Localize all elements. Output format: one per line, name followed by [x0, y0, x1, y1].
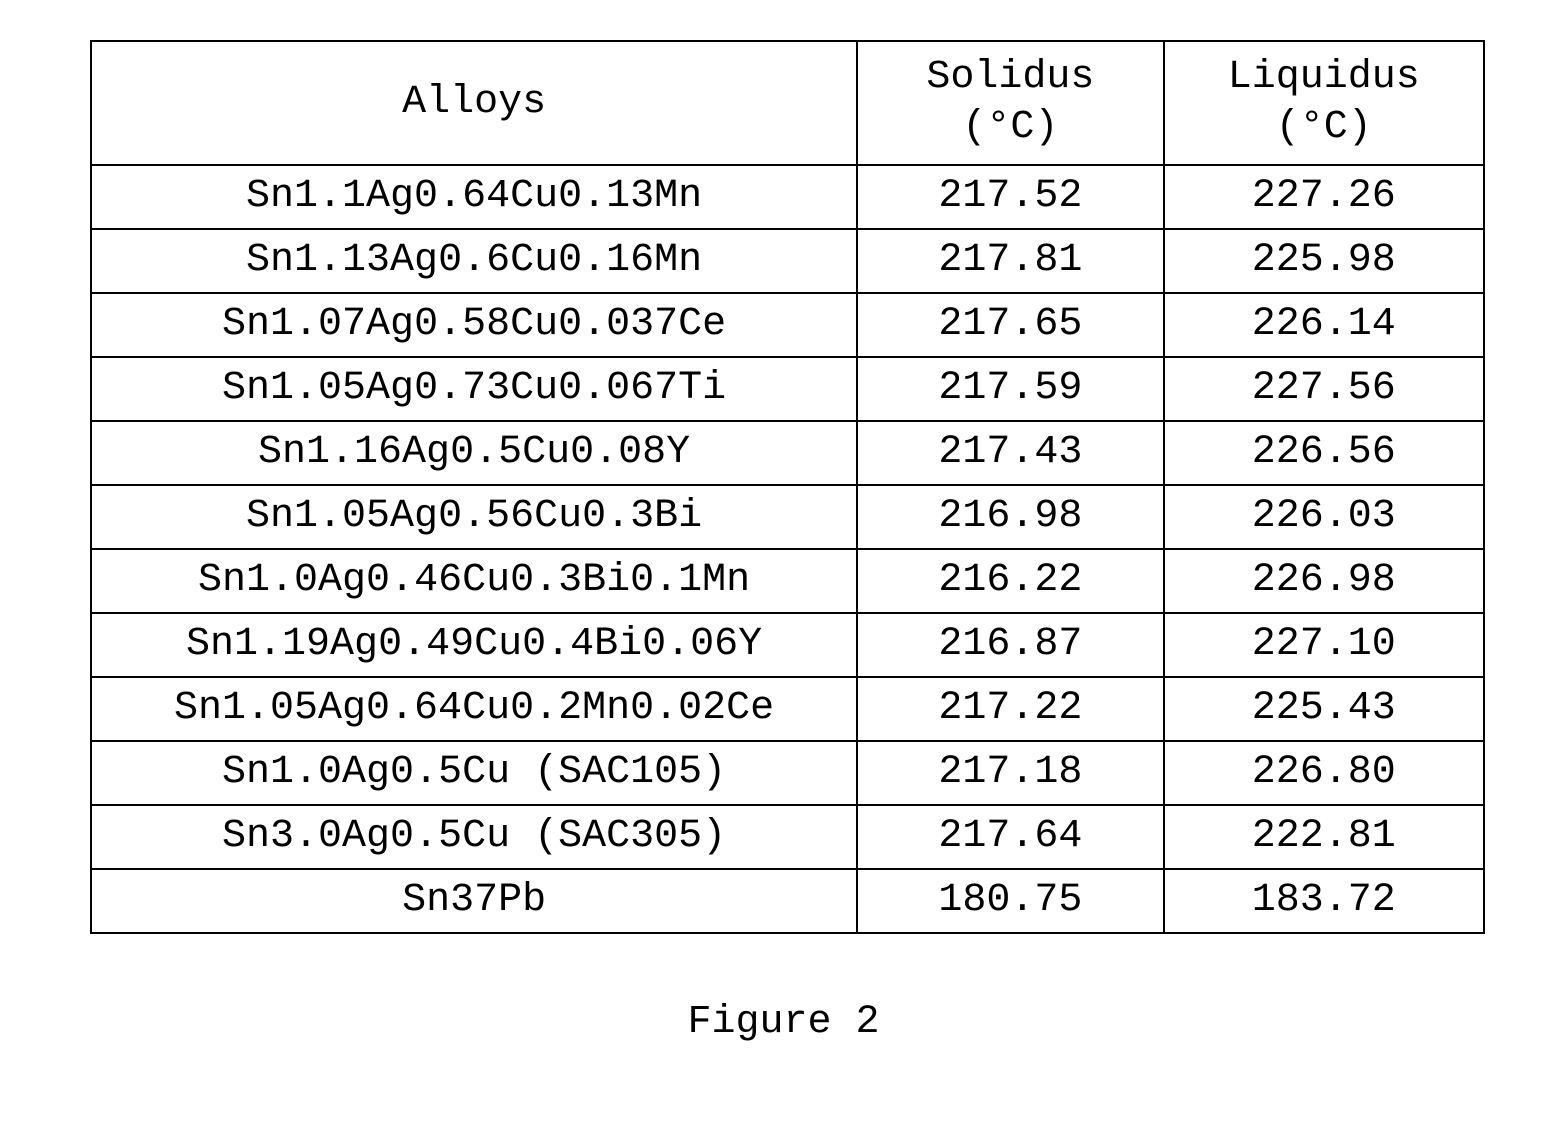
cell-solidus: 217.81 — [857, 229, 1163, 293]
cell-alloy: Sn1.13Ag0.6Cu0.16Mn — [91, 229, 857, 293]
cell-alloy: Sn1.0Ag0.46Cu0.3Bi0.1Mn — [91, 549, 857, 613]
cell-alloy: Sn3.0Ag0.5Cu (SAC305) — [91, 805, 857, 869]
cell-liquidus: 183.72 — [1164, 869, 1484, 933]
table-row: Sn1.05Ag0.64Cu0.2Mn0.02Ce217.22225.43 — [91, 677, 1484, 741]
alloy-table: Alloys Solidus (°C) Liquidus (°C) Sn1.1A… — [90, 40, 1485, 934]
cell-alloy: Sn1.19Ag0.49Cu0.4Bi0.06Y — [91, 613, 857, 677]
figure-caption: Figure 2 — [0, 1000, 1567, 1045]
cell-alloy: Sn1.1Ag0.64Cu0.13Mn — [91, 165, 857, 229]
alloy-table-body: Sn1.1Ag0.64Cu0.13Mn217.52227.26Sn1.13Ag0… — [91, 165, 1484, 933]
cell-solidus: 217.43 — [857, 421, 1163, 485]
table-row: Sn1.0Ag0.5Cu (SAC105)217.18226.80 — [91, 741, 1484, 805]
table-row: Sn1.16Ag0.5Cu0.08Y217.43226.56 — [91, 421, 1484, 485]
col-header-liquidus-label: Liquidus — [1228, 55, 1420, 100]
cell-alloy: Sn1.05Ag0.73Cu0.067Ti — [91, 357, 857, 421]
cell-solidus: 217.59 — [857, 357, 1163, 421]
cell-alloy: Sn1.16Ag0.5Cu0.08Y — [91, 421, 857, 485]
cell-liquidus: 226.56 — [1164, 421, 1484, 485]
table-row: Sn1.05Ag0.56Cu0.3Bi216.98226.03 — [91, 485, 1484, 549]
col-header-solidus: Solidus (°C) — [857, 41, 1163, 165]
cell-liquidus: 226.14 — [1164, 293, 1484, 357]
cell-alloy: Sn1.05Ag0.64Cu0.2Mn0.02Ce — [91, 677, 857, 741]
table-row: Sn1.05Ag0.73Cu0.067Ti217.59227.56 — [91, 357, 1484, 421]
table-row: Sn3.0Ag0.5Cu (SAC305)217.64222.81 — [91, 805, 1484, 869]
cell-liquidus: 222.81 — [1164, 805, 1484, 869]
cell-liquidus: 226.98 — [1164, 549, 1484, 613]
table-row: Sn1.19Ag0.49Cu0.4Bi0.06Y216.87227.10 — [91, 613, 1484, 677]
cell-solidus: 217.22 — [857, 677, 1163, 741]
cell-liquidus: 227.26 — [1164, 165, 1484, 229]
cell-liquidus: 227.56 — [1164, 357, 1484, 421]
cell-alloy: Sn37Pb — [91, 869, 857, 933]
cell-solidus: 216.22 — [857, 549, 1163, 613]
cell-liquidus: 226.80 — [1164, 741, 1484, 805]
cell-solidus: 217.52 — [857, 165, 1163, 229]
cell-liquidus: 226.03 — [1164, 485, 1484, 549]
cell-liquidus: 225.98 — [1164, 229, 1484, 293]
figure-caption-text: Figure 2 — [687, 1000, 879, 1045]
alloy-table-container: Alloys Solidus (°C) Liquidus (°C) Sn1.1A… — [90, 40, 1485, 934]
table-row: Sn1.1Ag0.64Cu0.13Mn217.52227.26 — [91, 165, 1484, 229]
cell-liquidus: 225.43 — [1164, 677, 1484, 741]
cell-alloy: Sn1.05Ag0.56Cu0.3Bi — [91, 485, 857, 549]
table-row: Sn1.0Ag0.46Cu0.3Bi0.1Mn216.22226.98 — [91, 549, 1484, 613]
table-row: Sn37Pb180.75183.72 — [91, 869, 1484, 933]
col-header-liquidus-unit: (°C) — [1173, 103, 1475, 153]
col-header-solidus-label: Solidus — [926, 55, 1094, 100]
table-header-row: Alloys Solidus (°C) Liquidus (°C) — [91, 41, 1484, 165]
cell-liquidus: 227.10 — [1164, 613, 1484, 677]
col-header-alloys-label: Alloys — [402, 80, 546, 125]
cell-solidus: 217.64 — [857, 805, 1163, 869]
cell-solidus: 180.75 — [857, 869, 1163, 933]
col-header-liquidus: Liquidus (°C) — [1164, 41, 1484, 165]
cell-alloy: Sn1.07Ag0.58Cu0.037Ce — [91, 293, 857, 357]
cell-solidus: 216.87 — [857, 613, 1163, 677]
table-row: Sn1.07Ag0.58Cu0.037Ce217.65226.14 — [91, 293, 1484, 357]
col-header-alloys: Alloys — [91, 41, 857, 165]
table-row: Sn1.13Ag0.6Cu0.16Mn217.81225.98 — [91, 229, 1484, 293]
cell-solidus: 217.18 — [857, 741, 1163, 805]
cell-solidus: 216.98 — [857, 485, 1163, 549]
col-header-solidus-unit: (°C) — [866, 103, 1154, 153]
cell-solidus: 217.65 — [857, 293, 1163, 357]
cell-alloy: Sn1.0Ag0.5Cu (SAC105) — [91, 741, 857, 805]
